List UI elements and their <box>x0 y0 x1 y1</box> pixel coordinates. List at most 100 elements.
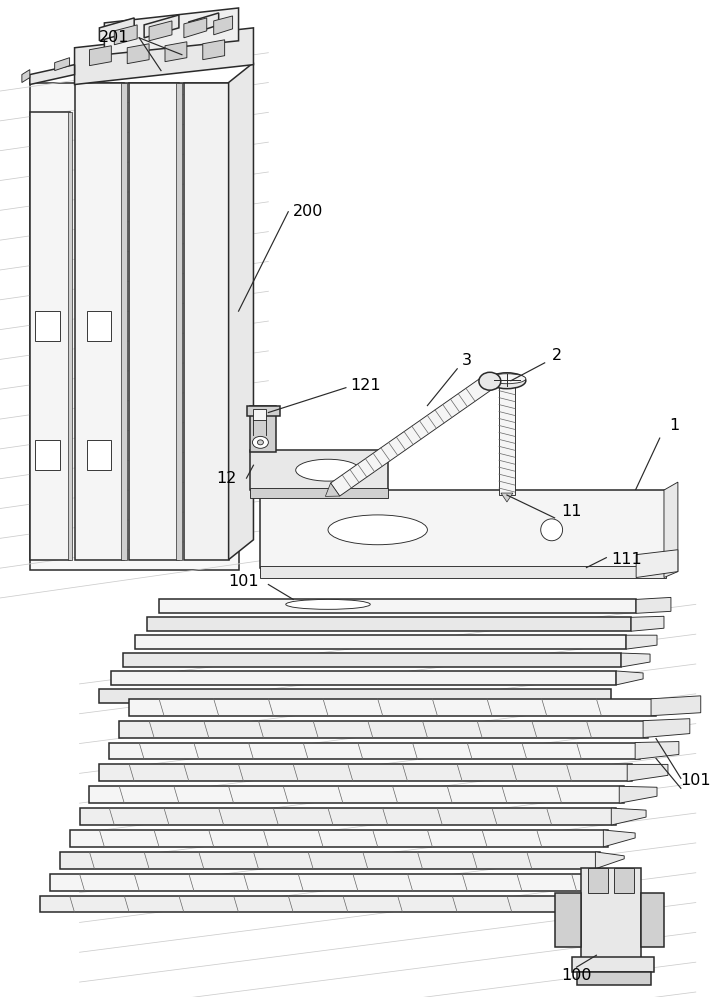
Polygon shape <box>641 893 664 947</box>
Ellipse shape <box>540 519 562 541</box>
Text: 101: 101 <box>229 574 259 589</box>
Polygon shape <box>30 65 75 85</box>
Polygon shape <box>111 671 617 685</box>
Polygon shape <box>577 972 651 985</box>
Polygon shape <box>100 689 612 703</box>
Polygon shape <box>651 696 701 716</box>
Polygon shape <box>251 406 276 452</box>
Polygon shape <box>80 808 617 825</box>
Polygon shape <box>30 112 70 560</box>
Polygon shape <box>595 852 624 869</box>
Text: 111: 111 <box>611 552 642 567</box>
Polygon shape <box>159 599 636 613</box>
Polygon shape <box>631 616 664 631</box>
Polygon shape <box>664 482 678 578</box>
Polygon shape <box>121 83 127 560</box>
Polygon shape <box>587 874 613 891</box>
Polygon shape <box>261 566 666 578</box>
Polygon shape <box>184 83 229 560</box>
Ellipse shape <box>286 599 370 609</box>
Polygon shape <box>643 719 690 738</box>
Polygon shape <box>246 406 281 416</box>
Polygon shape <box>147 617 631 631</box>
Text: 2: 2 <box>552 348 562 363</box>
Text: 12: 12 <box>216 471 237 486</box>
Polygon shape <box>110 743 640 759</box>
Polygon shape <box>22 70 30 83</box>
Polygon shape <box>165 42 187 62</box>
Polygon shape <box>184 18 206 38</box>
Polygon shape <box>582 868 641 962</box>
Text: 121: 121 <box>350 378 381 393</box>
Polygon shape <box>129 83 179 560</box>
Polygon shape <box>555 893 582 947</box>
Polygon shape <box>90 786 624 803</box>
Polygon shape <box>120 721 648 738</box>
Polygon shape <box>261 490 666 568</box>
Polygon shape <box>251 488 387 498</box>
Ellipse shape <box>488 374 525 384</box>
Text: 200: 200 <box>293 204 323 219</box>
Polygon shape <box>635 742 679 759</box>
Polygon shape <box>572 957 654 972</box>
Polygon shape <box>330 375 494 496</box>
Polygon shape <box>129 699 656 716</box>
Ellipse shape <box>488 373 525 389</box>
Polygon shape <box>149 21 172 41</box>
Ellipse shape <box>258 440 263 445</box>
Polygon shape <box>90 46 111 66</box>
Polygon shape <box>135 635 626 649</box>
Text: 100: 100 <box>561 968 592 983</box>
Polygon shape <box>55 58 70 71</box>
Polygon shape <box>88 311 111 341</box>
Polygon shape <box>619 786 657 803</box>
Ellipse shape <box>253 436 268 448</box>
Polygon shape <box>30 83 239 570</box>
Polygon shape <box>75 28 253 85</box>
Polygon shape <box>614 868 634 893</box>
Ellipse shape <box>479 372 501 390</box>
Polygon shape <box>68 112 72 560</box>
Polygon shape <box>203 40 225 60</box>
Polygon shape <box>60 852 600 869</box>
Polygon shape <box>501 493 513 502</box>
Polygon shape <box>251 450 387 490</box>
Polygon shape <box>622 653 650 667</box>
Polygon shape <box>325 483 340 496</box>
Ellipse shape <box>295 459 360 481</box>
Polygon shape <box>88 440 111 470</box>
Polygon shape <box>229 63 253 560</box>
Text: 11: 11 <box>561 504 582 519</box>
Polygon shape <box>253 409 266 420</box>
Polygon shape <box>70 830 608 847</box>
Polygon shape <box>75 83 125 560</box>
Polygon shape <box>35 311 60 341</box>
Text: 1: 1 <box>669 418 679 433</box>
Polygon shape <box>636 597 671 613</box>
Polygon shape <box>626 635 657 649</box>
Polygon shape <box>100 18 134 41</box>
Polygon shape <box>627 764 668 781</box>
Polygon shape <box>176 83 182 560</box>
Polygon shape <box>144 15 179 38</box>
Polygon shape <box>100 764 632 781</box>
Text: 101: 101 <box>681 773 711 788</box>
Polygon shape <box>189 13 219 35</box>
Polygon shape <box>612 808 646 825</box>
Polygon shape <box>35 440 60 470</box>
Polygon shape <box>105 8 239 55</box>
Text: 201: 201 <box>99 30 130 45</box>
Text: 3: 3 <box>462 353 472 368</box>
Polygon shape <box>40 896 585 912</box>
Polygon shape <box>127 44 149 64</box>
Polygon shape <box>115 25 137 45</box>
Ellipse shape <box>328 515 427 545</box>
Polygon shape <box>617 671 643 685</box>
Polygon shape <box>499 379 515 495</box>
Polygon shape <box>636 550 678 578</box>
Polygon shape <box>588 868 608 893</box>
Polygon shape <box>50 874 592 891</box>
Polygon shape <box>603 830 635 847</box>
Polygon shape <box>123 653 622 667</box>
Polygon shape <box>214 16 233 35</box>
